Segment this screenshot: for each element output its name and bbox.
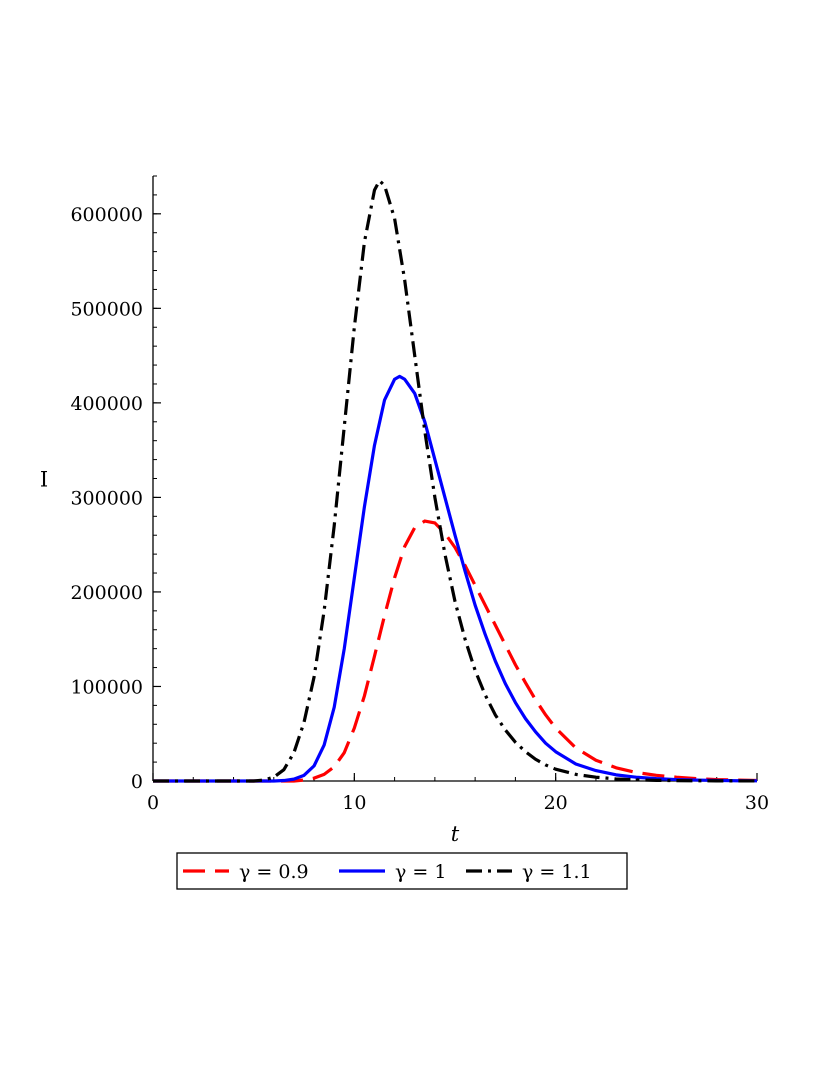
x-tick-label: 10	[342, 792, 366, 814]
x-tick-label: 30	[745, 792, 769, 814]
legend-label-2: γ = 1	[395, 861, 446, 883]
series-line-2	[153, 374, 758, 783]
series-line-3	[153, 179, 758, 783]
y-tick-label: 0	[131, 771, 143, 793]
legend-label-1: γ = 0.9	[239, 861, 309, 883]
legend-label-3: γ = 1.1	[522, 861, 592, 883]
axes	[152, 176, 757, 782]
x-axis-label: t	[451, 822, 460, 846]
y-axis-label: I	[40, 468, 48, 492]
y-tick-label: 200000	[70, 582, 143, 604]
y-tick-label: 300000	[70, 487, 143, 509]
legend-box	[176, 852, 628, 890]
legend: γ = 0.9 γ = 1 γ = 1.1	[176, 852, 628, 890]
series-group	[153, 179, 758, 783]
y-tick-label: 100000	[70, 676, 143, 698]
y-tick-label: 600000	[70, 204, 143, 226]
y-ticks: 0 100000 200000 300000 400000 500000 600000	[70, 175, 161, 793]
y-tick-label: 500000	[70, 298, 143, 320]
x-tick-label: 0	[147, 792, 159, 814]
x-tick-label: 20	[544, 792, 568, 814]
x-ticks: 0 10 20 30	[147, 773, 769, 814]
y-tick-label: 400000	[70, 393, 143, 415]
series-line-1	[153, 519, 758, 783]
